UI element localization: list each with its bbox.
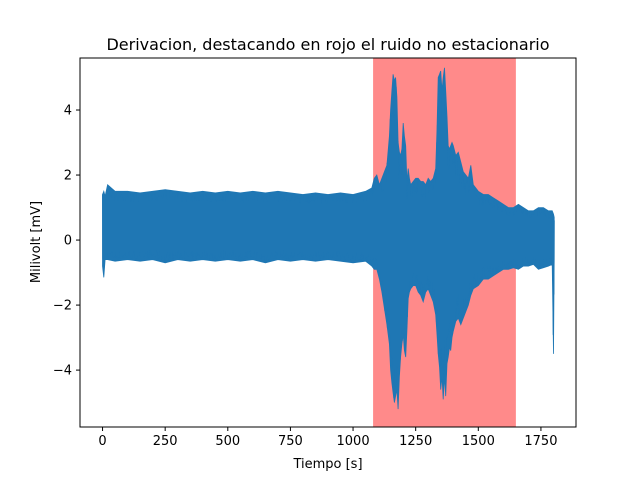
y-tick-label: −2	[53, 299, 72, 314]
x-tick-label: 250	[153, 434, 178, 449]
y-tick-label: 2	[64, 169, 72, 184]
y-tick-label: 4	[64, 104, 72, 119]
y-axis-ticks: −4 −2 0 2 4	[53, 104, 80, 379]
x-tick-label: 1750	[524, 434, 557, 449]
chart-title: Derivacion, destacando en rojo el ruido …	[106, 35, 549, 54]
y-axis-label: Milivolt [mV]	[29, 201, 44, 283]
x-tick-label: 500	[215, 434, 240, 449]
y-tick-label: −4	[53, 364, 72, 379]
plot-area	[102, 58, 555, 427]
x-axis-ticks: 0 250 500 750 1000 1250 1500 1750	[98, 427, 557, 449]
x-tick-label: 1000	[337, 434, 370, 449]
x-tick-label: 1500	[462, 434, 495, 449]
x-axis-label: Tiempo [s]	[292, 457, 362, 472]
x-tick-label: 750	[278, 434, 303, 449]
y-tick-label: 0	[64, 234, 72, 249]
x-tick-label: 1250	[399, 434, 432, 449]
axes-frame	[79, 57, 577, 428]
signal-line	[102, 78, 555, 398]
x-tick-label: 0	[98, 434, 106, 449]
